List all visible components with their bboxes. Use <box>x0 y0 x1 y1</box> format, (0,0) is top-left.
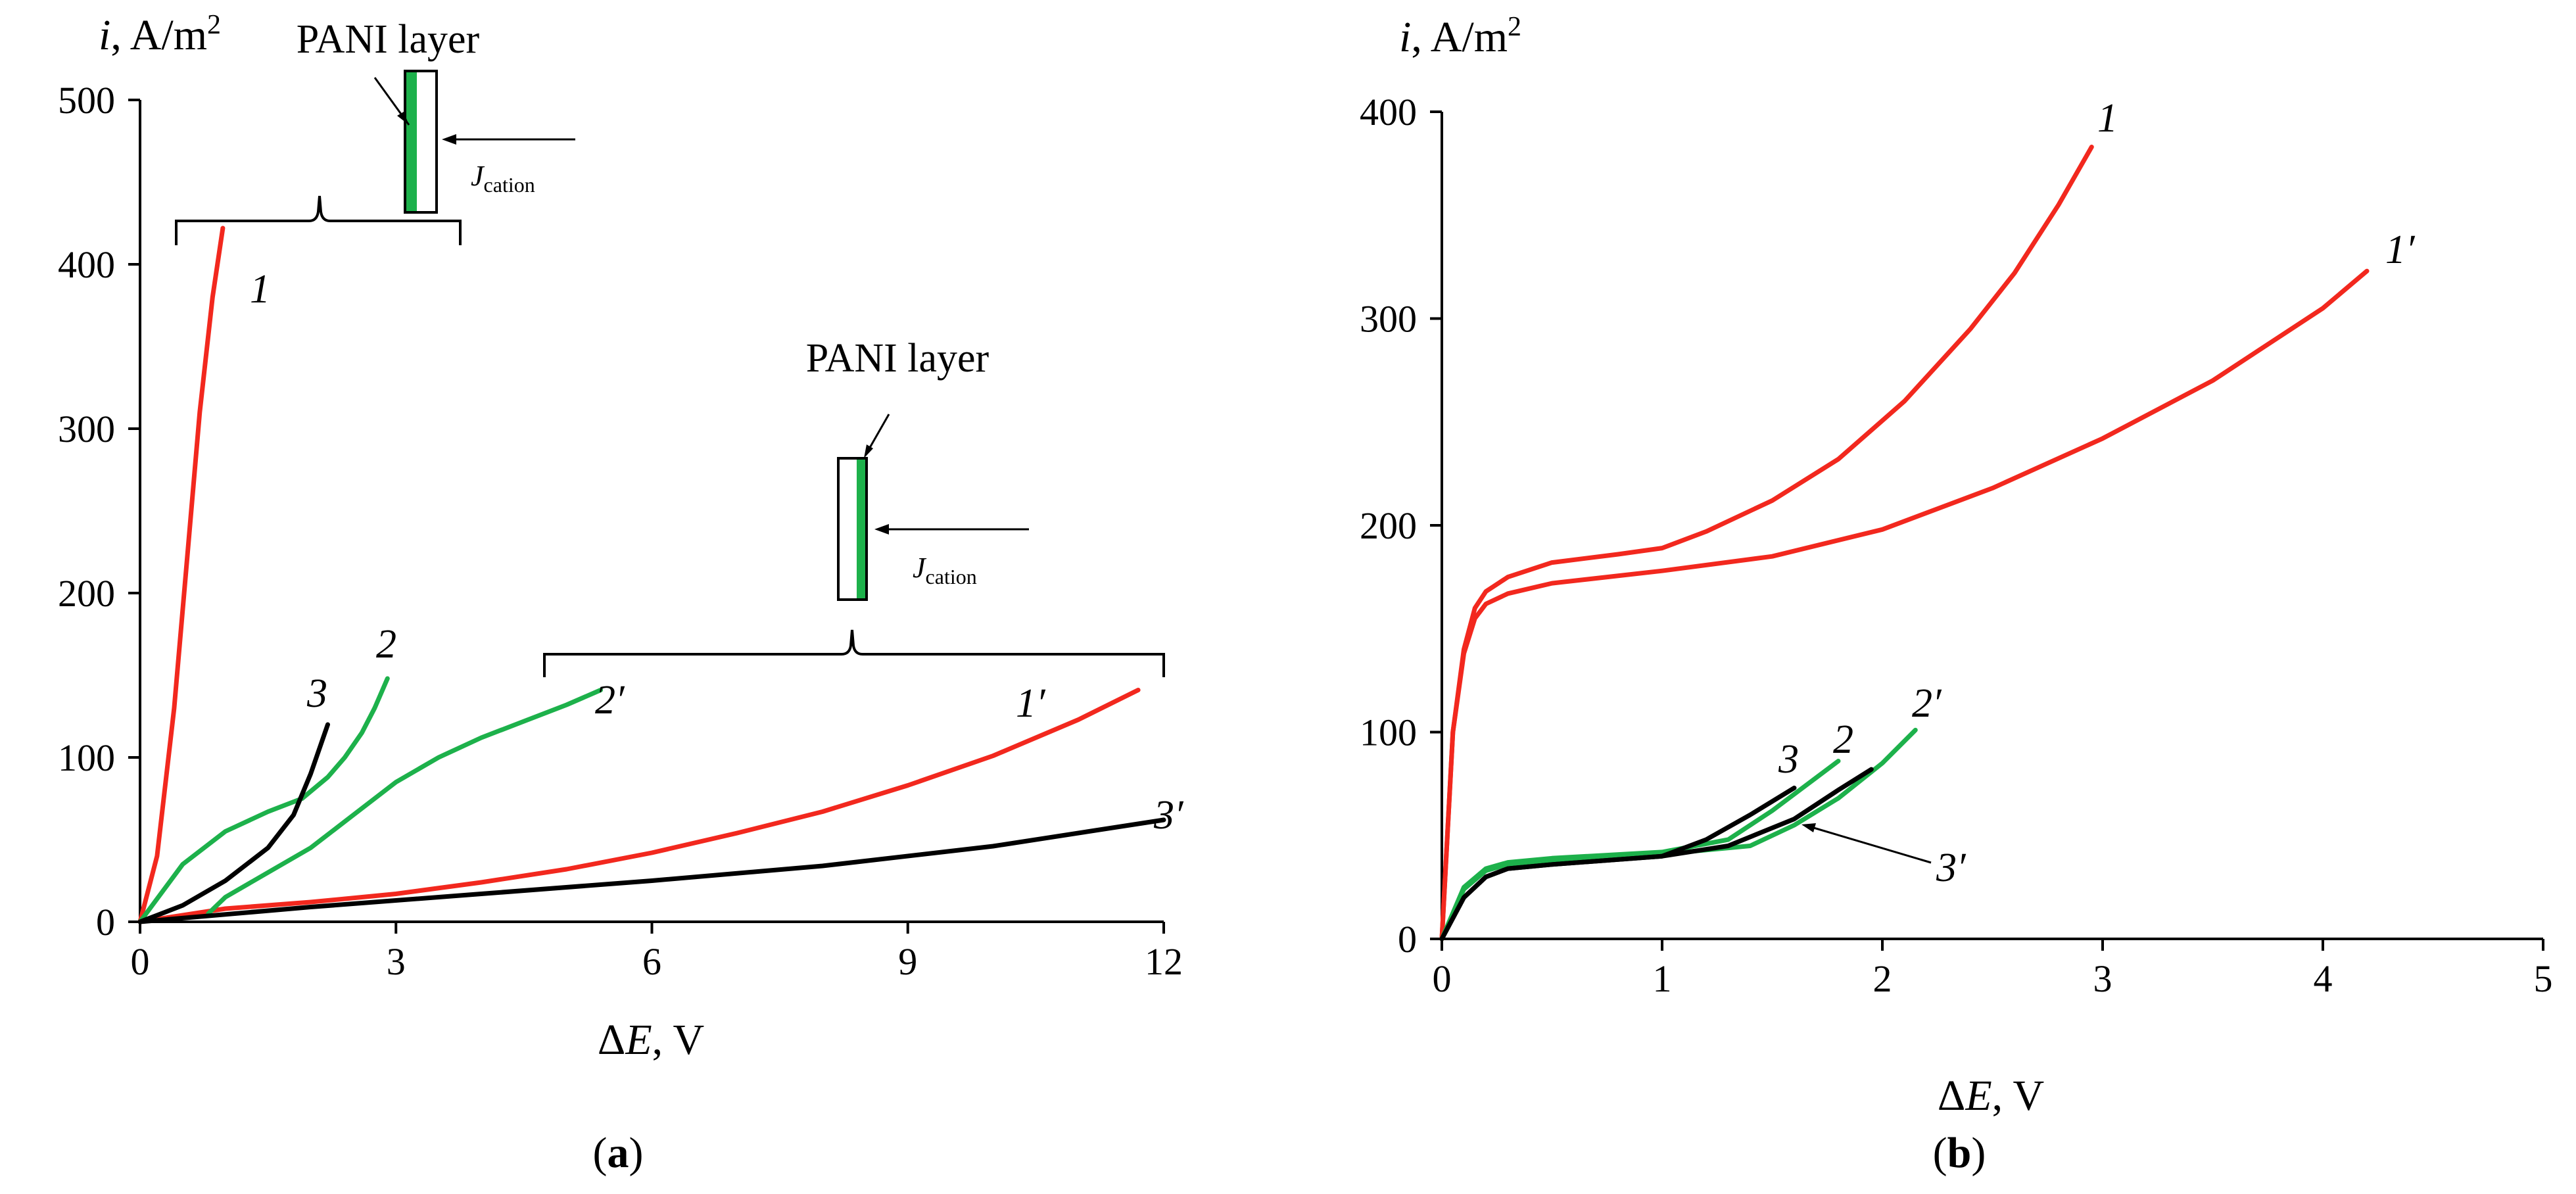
y-tick-label-a-0: 0 <box>96 901 115 943</box>
x-tick-label-a-3: 9 <box>898 940 917 983</box>
xlabel-a: ΔE, V <box>598 1016 704 1064</box>
range-brace-2 <box>543 629 1165 677</box>
series-b-3p-line <box>1439 767 1874 942</box>
series-a <box>137 226 1166 924</box>
x-tick-label-b-4: 4 <box>2314 957 2333 1000</box>
x-tick-label-a-0: 0 <box>131 940 150 983</box>
curve-3p-leader-line <box>1804 824 1932 864</box>
panel-label-b: (b) <box>1933 1129 1986 1177</box>
pani-layer-label-2: PANI layer <box>806 336 990 381</box>
series-b <box>1439 145 2370 942</box>
series-a-1-line <box>137 226 226 924</box>
series-a-2-line <box>137 676 390 924</box>
curve-label-a-1p: 1′ <box>1016 681 1046 726</box>
flux-label-1: Jcation <box>471 160 535 197</box>
y-tick-label-a-3: 300 <box>58 408 115 450</box>
x-tick-label-b-3: 3 <box>2093 957 2112 1000</box>
range-brace-1 <box>175 195 462 245</box>
y-tick-label-a-5: 500 <box>58 79 115 122</box>
series-b-1p-line <box>1439 268 2370 942</box>
pani-inset-1: PANI layer Jcation <box>175 17 575 245</box>
x-tick-label-b-1: 1 <box>1653 957 1672 1000</box>
series-b-3-line <box>1439 785 1797 942</box>
curve-label-a-1: 1 <box>250 267 270 312</box>
y-tick-label-b-4: 400 <box>1360 91 1417 133</box>
panel-label-a: (a) <box>593 1129 644 1177</box>
curve-label-a-2: 2 <box>376 622 396 667</box>
x-tick-label-a-4: 12 <box>1145 940 1183 983</box>
pani-layer-stripe-1 <box>406 72 417 211</box>
y-tick-label-a-1: 100 <box>58 736 115 779</box>
y-tick-label-b-3: 300 <box>1360 298 1417 341</box>
flux-label-2: Jcation <box>913 552 977 588</box>
x-tick-label-b-2: 2 <box>1873 957 1892 1000</box>
y-tick-label-b-2: 200 <box>1360 504 1417 547</box>
series-b-2-line <box>1439 759 1841 942</box>
xlabel-b: ΔE, V <box>1938 1072 2044 1120</box>
series-a-3p-line <box>137 817 1166 924</box>
ylabel-b: i, A/m2 <box>1399 12 1521 61</box>
pani-inset-2: PANI layer Jcation <box>543 336 1165 677</box>
pani-pointer-arrowhead-2 <box>864 444 873 458</box>
series-a-2p-line <box>206 688 604 916</box>
curve-label-a-2p: 2′ <box>595 678 625 723</box>
curve-label-b-1: 1 <box>2097 96 2118 141</box>
pani-layer-stripe-2 <box>857 460 865 598</box>
y-tick-label-a-4: 400 <box>58 243 115 286</box>
series-b-1-line <box>1439 145 2094 942</box>
cation-flux-arrowhead-1 <box>442 134 456 145</box>
panel-a: 0 3 6 9 12 0 100 200 300 400 500 i, A/m2 ΔE, V 1 1… <box>58 10 1184 1177</box>
curve-3p-leader-arrowhead <box>1801 823 1816 832</box>
curve-label-b-1p: 1′ <box>2385 227 2416 272</box>
y-tick-label-a-2: 200 <box>58 572 115 615</box>
x-tick-label-b-5: 5 <box>2534 957 2553 1000</box>
curve-label-a-3: 3 <box>306 671 327 716</box>
pani-layer-label-1: PANI layer <box>297 17 480 62</box>
curve-label-a-3p: 3′ <box>1153 793 1184 838</box>
pani-pointer-arrowhead-1 <box>397 112 409 125</box>
ylabel-a: i, A/m2 <box>99 10 221 59</box>
series-a-3-line <box>137 722 330 924</box>
x-tick-label-b-0: 0 <box>1433 957 1452 1000</box>
y-tick-label-b-1: 100 <box>1360 711 1417 754</box>
x-tick-label-a-1: 3 <box>387 940 406 983</box>
curve-label-b-2: 2 <box>1833 717 1853 762</box>
series-a-1p-line <box>137 688 1141 924</box>
curve-label-b-2p: 2′ <box>1912 681 1942 726</box>
curve-label-b-3: 3 <box>1778 737 1799 782</box>
cation-flux-arrowhead-2 <box>874 524 889 535</box>
curve-label-b-3p: 3′ <box>1936 846 1967 890</box>
y-tick-label-b-0: 0 <box>1398 918 1417 961</box>
x-tick-label-a-2: 6 <box>642 940 661 983</box>
